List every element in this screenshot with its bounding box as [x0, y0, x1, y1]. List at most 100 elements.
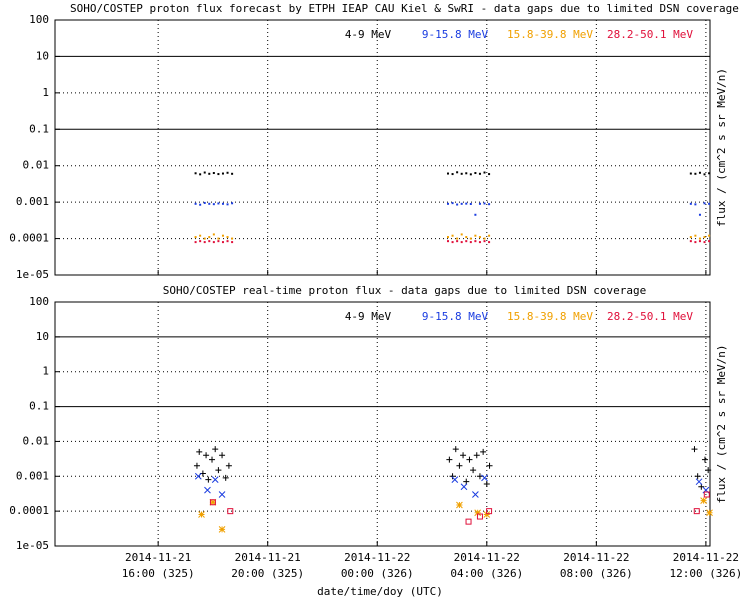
data-point [465, 172, 468, 175]
data-point [483, 202, 486, 205]
data-point [222, 474, 229, 481]
data-point [194, 202, 197, 205]
y-tick-label: 1 [42, 365, 49, 378]
data-point [446, 456, 453, 463]
data-point [199, 240, 202, 243]
data-point [465, 236, 468, 239]
plot-frame [54, 301, 711, 547]
data-point [708, 240, 711, 243]
data-point [203, 237, 206, 240]
data-point [452, 446, 459, 453]
data-point [231, 202, 234, 205]
data-point [478, 241, 481, 244]
data-point [218, 526, 226, 533]
data-point [451, 234, 454, 237]
data-point [708, 172, 711, 175]
data-point [488, 173, 491, 176]
y-tick-label: 1e-05 [16, 268, 49, 281]
data-point [473, 452, 480, 459]
data-point [463, 478, 470, 485]
x-tick-label: 20:00 (325) [231, 567, 304, 580]
data-point [701, 456, 708, 463]
data-point [208, 240, 211, 243]
data-point [451, 173, 454, 176]
data-point [695, 478, 703, 486]
data-point [486, 462, 493, 469]
legend-label: 4-9 MeV [345, 28, 392, 41]
data-point [460, 233, 463, 236]
data-point [199, 173, 202, 176]
data-point [460, 172, 463, 175]
y-tick-label: 10 [36, 330, 49, 343]
data-point [700, 497, 707, 505]
x-tick-label: 2014-11-22 [673, 551, 739, 564]
x-tick-label: 16:00 (325) [122, 567, 195, 580]
y-tick-label: 0.0001 [9, 504, 49, 517]
data-point [221, 234, 224, 237]
data-point [208, 172, 211, 175]
data-point [469, 173, 472, 176]
data-point [476, 513, 483, 520]
y-tick-label: 0.01 [23, 434, 50, 447]
data-point [474, 509, 482, 517]
data-point [469, 241, 472, 244]
data-point [698, 213, 701, 216]
data-point [694, 241, 697, 244]
data-point [194, 241, 197, 244]
data-point [231, 241, 234, 244]
data-point [447, 172, 449, 175]
data-point [456, 237, 459, 240]
data-point [212, 203, 215, 206]
data-point [465, 240, 468, 243]
chart-title: SOHO/COSTEP proton flux forecast by ETPH… [70, 2, 739, 15]
data-point [447, 240, 449, 243]
data-point [708, 234, 711, 237]
y-tick-label: 100 [29, 13, 49, 26]
y-tick-label: 1e-05 [16, 539, 49, 552]
data-point [199, 203, 202, 206]
data-point [194, 472, 202, 480]
y-tick-label: 0.001 [16, 195, 49, 208]
data-point [198, 511, 205, 518]
data-point [218, 491, 226, 498]
data-point [689, 240, 692, 243]
x-tick-label: 12:00 (326) [669, 567, 740, 580]
legend-label: 28.2-50.1 MeV [607, 28, 693, 41]
data-point [221, 172, 224, 175]
data-point [698, 171, 701, 174]
data-point [193, 462, 200, 469]
data-point [478, 202, 481, 205]
data-point [466, 456, 473, 463]
data-point [460, 483, 468, 491]
data-point [456, 203, 459, 206]
data-point [703, 236, 706, 239]
data-point [221, 202, 224, 205]
data-point [474, 213, 477, 216]
data-point [703, 173, 706, 176]
data-point [483, 237, 486, 240]
data-point [212, 233, 215, 236]
data-point [483, 481, 490, 488]
y-tick-label: 0.001 [16, 469, 49, 482]
data-point [689, 172, 692, 175]
legend-label: 15.8-39.8 MeV [507, 310, 593, 323]
data-point [208, 236, 211, 239]
data-point [698, 240, 701, 243]
y-tick-label: 0.1 [29, 400, 49, 413]
data-point [449, 473, 456, 480]
data-point [465, 202, 468, 205]
data-point [694, 473, 701, 480]
data-point [694, 172, 697, 175]
y-tick-label: 0.1 [29, 122, 49, 135]
data-point [212, 446, 219, 453]
data-point [708, 202, 711, 205]
data-point [203, 452, 210, 459]
data-point [231, 172, 234, 175]
data-point [488, 241, 491, 244]
data-point [483, 240, 486, 243]
data-point [204, 486, 211, 494]
x-tick-label: 2014-11-21 [235, 551, 301, 564]
y-tick-label: 10 [36, 49, 49, 62]
data-point [194, 172, 197, 175]
